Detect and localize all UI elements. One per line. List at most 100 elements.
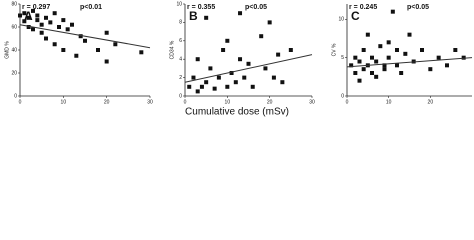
y-tick-label: 10 (176, 1, 182, 7)
point (420, 48, 424, 52)
point (104, 59, 109, 64)
point (374, 59, 379, 64)
x-axis-label: Cumulative dose (mSv) (185, 107, 289, 118)
point (83, 38, 87, 43)
point (65, 27, 70, 32)
x-tick-label: 30 (309, 99, 315, 105)
point (195, 89, 200, 94)
point (353, 71, 358, 75)
point (453, 48, 458, 52)
trend-line (184, 54, 313, 83)
point (204, 80, 209, 85)
point (26, 15, 31, 20)
point (225, 38, 230, 43)
point (263, 66, 268, 71)
point (225, 84, 230, 89)
y-tick-label: 0 (14, 93, 17, 99)
point (113, 42, 118, 47)
point (382, 67, 387, 72)
panel-letter: B (189, 9, 198, 23)
y-tick-label: 0 (341, 93, 344, 99)
panel-letter: C (351, 9, 360, 23)
x-tick-label: 20 (428, 99, 434, 105)
point (74, 53, 79, 58)
point (22, 11, 27, 16)
y-axis-label: CV % (331, 43, 337, 56)
point (357, 78, 362, 83)
point (276, 52, 281, 57)
y-tick-label: 0 (179, 93, 182, 99)
point (195, 57, 200, 62)
point (361, 48, 366, 52)
x-tick-label: 0 (19, 99, 22, 105)
point (233, 80, 238, 85)
point (428, 67, 433, 72)
point (374, 74, 379, 79)
trend-line (346, 57, 473, 68)
trend-line (19, 24, 151, 49)
y-tick-label: 40 (11, 47, 17, 53)
y-tick-label: 6 (179, 38, 182, 44)
point (271, 75, 276, 80)
point (44, 36, 48, 41)
y-tick-label: 2 (179, 75, 182, 81)
point (18, 13, 22, 18)
point (61, 48, 66, 52)
x-tick-label: 20 (104, 99, 110, 105)
x-tick-label: 10 (386, 99, 392, 105)
point (378, 44, 383, 49)
x-tick-label: 30 (147, 99, 153, 105)
point (31, 27, 35, 32)
point (407, 32, 412, 37)
point (361, 67, 366, 72)
point (365, 32, 370, 37)
r-value: r = 0.297 (22, 4, 50, 11)
point (39, 22, 44, 27)
point (386, 55, 391, 60)
point (70, 22, 74, 27)
point (22, 19, 27, 24)
y-tick-label: 10 (338, 17, 344, 23)
y-tick-label: 8 (179, 20, 182, 26)
point (403, 51, 408, 56)
point (199, 84, 204, 89)
x-tick-label: 10 (225, 99, 231, 105)
point (445, 63, 449, 68)
point (370, 55, 374, 60)
point (57, 25, 61, 29)
point (52, 11, 57, 16)
point (238, 11, 243, 16)
y-tick-label: 4 (179, 57, 182, 63)
point (395, 63, 399, 68)
y-tick-label: 5 (341, 55, 344, 61)
point (52, 42, 57, 47)
point (216, 75, 221, 80)
point (280, 80, 285, 85)
point (44, 15, 48, 20)
y-tick-label: 20 (11, 70, 17, 76)
x-tick-label: 0 (346, 99, 349, 105)
point (96, 48, 100, 52)
y-axis-label: CD34 % (169, 40, 175, 59)
point (357, 59, 362, 64)
point (436, 55, 441, 60)
point (139, 50, 144, 55)
point (187, 84, 192, 89)
x-tick-label: 0 (184, 99, 187, 105)
point (26, 25, 31, 29)
r-value: r = 0.355 (187, 4, 215, 11)
point (395, 48, 399, 52)
y-tick-label: 80 (11, 1, 17, 7)
point (349, 63, 354, 68)
point (386, 40, 391, 45)
point (204, 15, 209, 20)
point (35, 18, 40, 23)
y-tick-label: 60 (11, 24, 17, 30)
point (78, 34, 83, 39)
point (382, 63, 387, 68)
p-value: p<0.05 (245, 4, 267, 11)
point (35, 13, 40, 18)
x-tick-label: 10 (61, 99, 67, 105)
point (288, 48, 293, 52)
